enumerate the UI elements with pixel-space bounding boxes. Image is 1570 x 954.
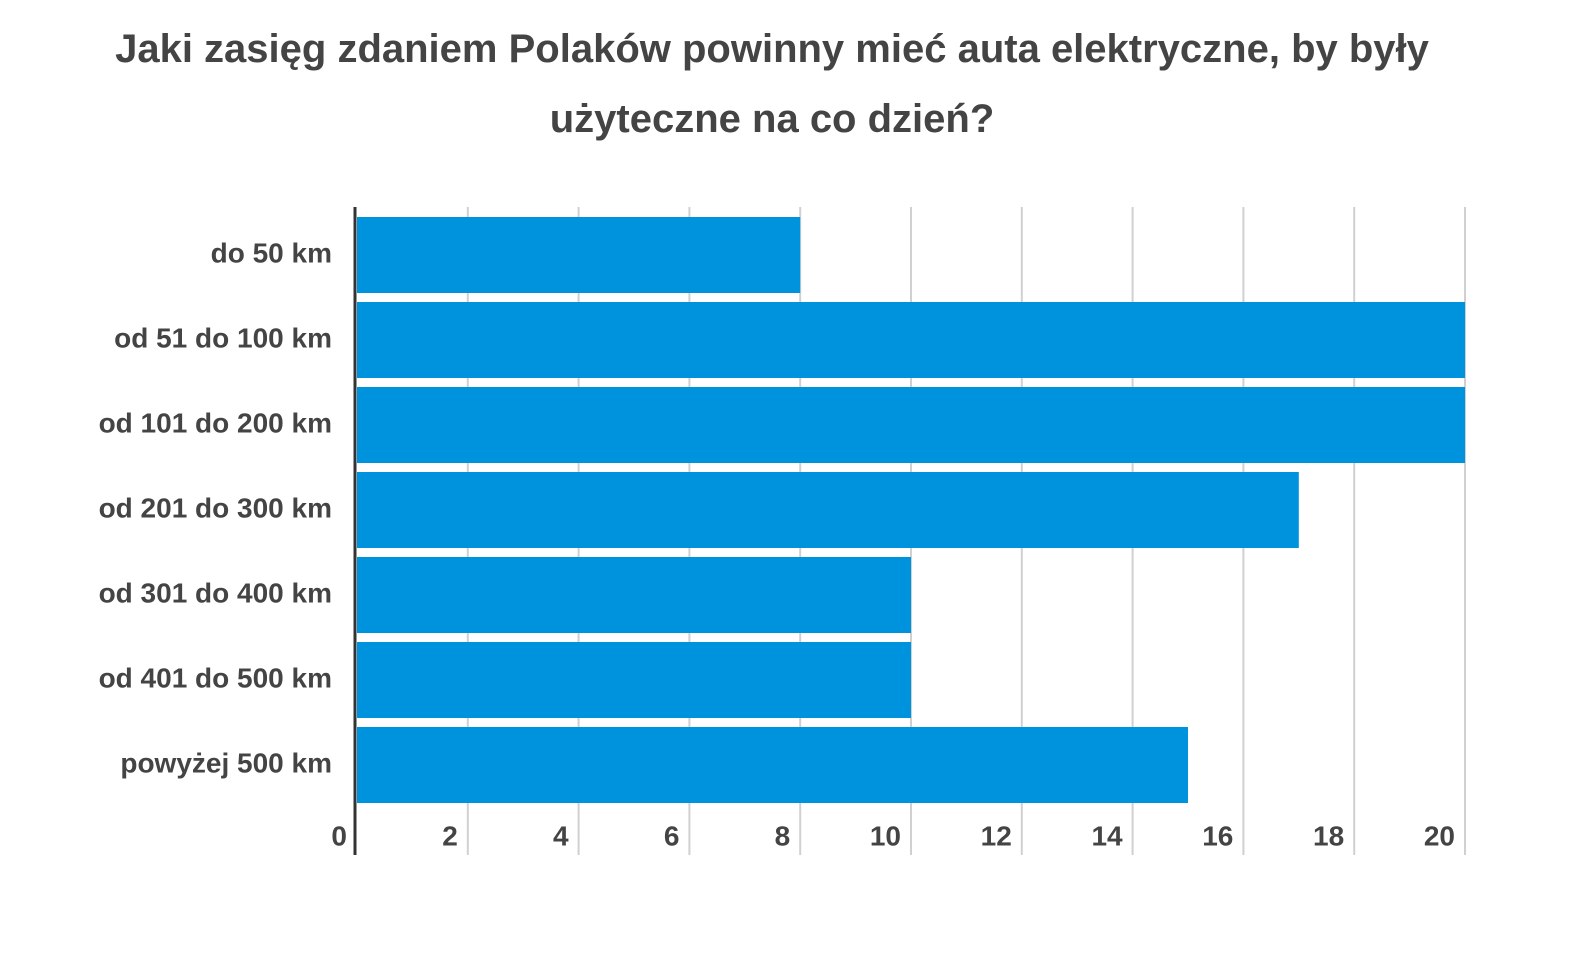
chart-title: Jaki zasięg zdaniem Polaków powinny mieć…: [115, 27, 1429, 141]
y-tick-label: powyżej 500 km: [120, 747, 332, 778]
y-tick-label: od 51 do 100 km: [114, 322, 332, 353]
x-tick-label: 14: [1091, 820, 1123, 851]
x-tick-label: 0: [331, 820, 347, 851]
x-tick-label: 12: [981, 820, 1012, 851]
x-tick-label: 10: [870, 820, 901, 851]
bar: [357, 387, 1465, 463]
bar: [357, 472, 1299, 548]
x-tick-label: 6: [664, 820, 680, 851]
bar: [357, 727, 1188, 803]
bar: [357, 642, 911, 718]
x-tick-label: 18: [1313, 820, 1344, 851]
y-tick-label: do 50 km: [211, 237, 332, 268]
x-tick-label: 4: [553, 820, 569, 851]
y-tick-label: od 401 do 500 km: [99, 662, 332, 693]
x-tick-label: 8: [775, 820, 791, 851]
bar: [357, 217, 801, 293]
x-tick-label: 20: [1424, 820, 1455, 851]
y-tick-label: od 201 do 300 km: [99, 492, 332, 523]
bar: [357, 557, 911, 633]
bar: [357, 302, 1465, 378]
x-tick-label: 2: [442, 820, 458, 851]
y-tick-label: od 101 do 200 km: [99, 407, 332, 438]
x-tick-label: 16: [1202, 820, 1233, 851]
y-tick-label: od 301 do 400 km: [99, 577, 332, 608]
